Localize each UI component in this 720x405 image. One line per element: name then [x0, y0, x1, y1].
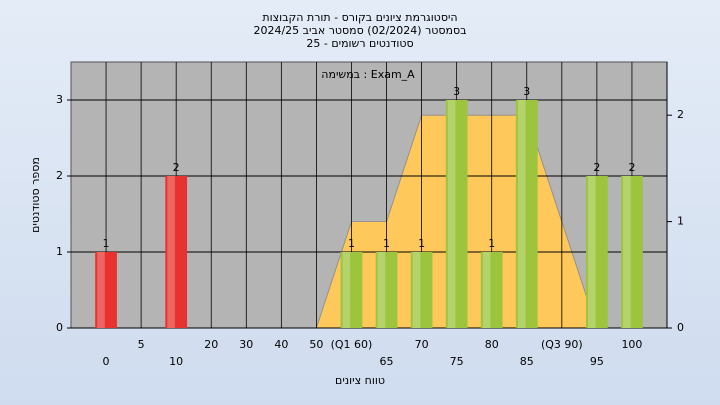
data-label: 1 [418, 237, 425, 250]
bar [165, 176, 188, 328]
x-tick-label: 100 [621, 338, 642, 351]
bar [586, 176, 608, 328]
y-tick-label: 3 [56, 93, 63, 106]
bar [515, 100, 538, 328]
bar-shine [342, 252, 351, 328]
bar [410, 252, 433, 328]
x-tick-label: 30 [239, 338, 253, 351]
bar-shine [588, 176, 596, 328]
y2-tick-label: 0 [677, 321, 684, 334]
bar-shine [377, 252, 386, 328]
x-tick-label: (Q1 60) [331, 338, 373, 351]
bar-shine [517, 100, 526, 328]
y-tick-label: 2 [56, 169, 63, 182]
x-tick-label: 0 [103, 355, 110, 368]
bar [621, 176, 643, 328]
data-label: 3 [523, 85, 530, 98]
y2-tick-label: 2 [677, 108, 684, 121]
annotation: במשימה : Exam_A [321, 68, 415, 81]
y-tick-label: 1 [56, 245, 63, 258]
bar-shine [623, 176, 631, 328]
bar [340, 252, 363, 328]
y-tick-label: 0 [56, 321, 63, 334]
bar-shine [412, 252, 421, 328]
data-label: 1 [103, 237, 110, 250]
x-tick-label: 10 [169, 355, 183, 368]
y-axis-label: מספר סטודנטים [29, 157, 42, 233]
x-tick-label: 5 [138, 338, 145, 351]
data-label: 1 [488, 237, 495, 250]
data-label: 2 [593, 161, 600, 174]
data-label: 2 [173, 161, 180, 174]
data-label: 3 [453, 85, 460, 98]
x-tick-label: 70 [415, 338, 429, 351]
data-label: 2 [628, 161, 635, 174]
chart-title: היסטוגרמת ציונים בקורס - תורת הקבוצות [262, 11, 457, 24]
bar [445, 100, 468, 328]
x-tick-label: 80 [485, 338, 499, 351]
x-tick-label: 20 [204, 338, 218, 351]
bar-shine [167, 176, 175, 328]
bar [375, 252, 398, 328]
x-tick-label: 95 [590, 355, 604, 368]
x-tick-label: 75 [450, 355, 464, 368]
x-axis-label: טווח ציונים [335, 374, 385, 387]
bar [480, 252, 503, 328]
x-tick-label: 50 [309, 338, 323, 351]
bar-shine [97, 252, 105, 328]
x-tick-label: 40 [274, 338, 288, 351]
bar [95, 252, 117, 328]
chart-subtitle: סטודנטים רשומים - 25 [306, 37, 413, 50]
chart-subtitle: בסמסטר (02/2024) סמסטר אביב 2024/25 [253, 24, 466, 37]
data-label: 1 [348, 237, 355, 250]
y2-tick-label: 1 [677, 215, 684, 228]
x-tick-label: 65 [380, 355, 394, 368]
x-tick-label: (Q3 90) [541, 338, 583, 351]
data-label: 1 [383, 237, 390, 250]
bar-shine [447, 100, 456, 328]
x-tick-label: 85 [520, 355, 534, 368]
bar-shine [482, 252, 491, 328]
